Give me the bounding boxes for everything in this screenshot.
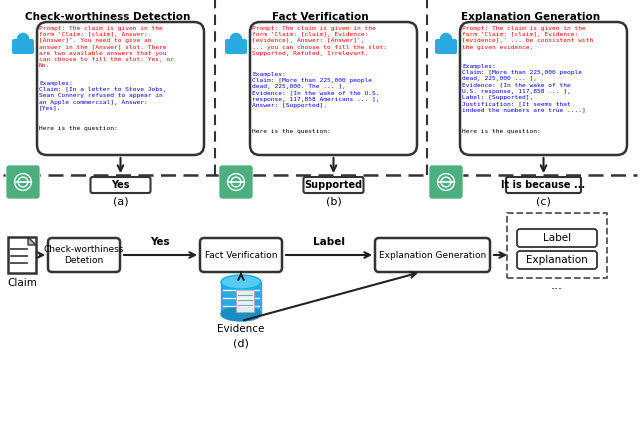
FancyBboxPatch shape	[8, 237, 36, 273]
Text: Explanation Generation: Explanation Generation	[379, 251, 486, 259]
Text: Label: Label	[312, 237, 344, 247]
FancyBboxPatch shape	[219, 165, 253, 199]
FancyBboxPatch shape	[6, 165, 40, 199]
Text: Check-worthiness Detection: Check-worthiness Detection	[25, 12, 190, 22]
FancyBboxPatch shape	[435, 39, 457, 54]
Text: Yes: Yes	[150, 237, 170, 247]
Text: Fact Verification: Fact Verification	[272, 12, 369, 22]
Text: Explanation: Explanation	[526, 255, 588, 265]
Text: Check-worthiness
Detetion: Check-worthiness Detetion	[44, 245, 124, 265]
Text: Explanation Generation: Explanation Generation	[461, 12, 600, 22]
Text: Fact Verification: Fact Verification	[205, 251, 277, 259]
Ellipse shape	[221, 307, 261, 321]
Text: ...: ...	[551, 279, 563, 292]
Text: Prompt: The claim is given in the
form 'Claim: [claim], Evidence:
[evidence], An: Prompt: The claim is given in the form '…	[252, 26, 387, 56]
Text: Label: Label	[543, 233, 571, 243]
Text: Prompt: The claim is given in the
form 'Claim: [claim], Evidence:
[evidence],' .: Prompt: The claim is given in the form '…	[462, 26, 593, 49]
FancyBboxPatch shape	[517, 251, 597, 269]
FancyBboxPatch shape	[303, 177, 364, 193]
Ellipse shape	[221, 275, 261, 289]
FancyBboxPatch shape	[375, 238, 490, 272]
Text: Here is the question:: Here is the question:	[462, 129, 541, 134]
FancyBboxPatch shape	[460, 22, 627, 155]
FancyBboxPatch shape	[225, 39, 247, 54]
Polygon shape	[221, 282, 261, 314]
Text: Here is the question:: Here is the question:	[39, 126, 118, 131]
FancyBboxPatch shape	[37, 22, 204, 155]
FancyBboxPatch shape	[48, 238, 120, 272]
Text: Claim: Claim	[7, 278, 37, 288]
FancyBboxPatch shape	[90, 177, 150, 193]
Text: Prompt: The claim is given in the
form 'Claim: [claim], Answer:
[Answer]'. You n: Prompt: The claim is given in the form '…	[39, 26, 174, 68]
Text: Examples:
Claim: [More than 225,000 people
dead, 225,000 ... ],
Evidence: [In th: Examples: Claim: [More than 225,000 peop…	[462, 64, 586, 112]
Text: (b): (b)	[326, 197, 341, 207]
Text: Examples:
Claim: [In a letter to Steve Jobs,
Sean Connery refused to appear in
a: Examples: Claim: [In a letter to Steve J…	[39, 81, 166, 111]
Text: (c): (c)	[536, 197, 551, 207]
FancyBboxPatch shape	[200, 238, 282, 272]
FancyBboxPatch shape	[250, 22, 417, 155]
FancyBboxPatch shape	[517, 229, 597, 247]
FancyBboxPatch shape	[236, 290, 254, 312]
Text: Examples:
Claim: [More than 225,000 people
dead, 225,000. The ... ],
Evidence: [: Examples: Claim: [More than 225,000 peop…	[252, 72, 380, 108]
FancyBboxPatch shape	[12, 39, 34, 54]
Circle shape	[17, 34, 29, 45]
Text: Evidence: Evidence	[218, 324, 265, 334]
FancyBboxPatch shape	[506, 177, 581, 193]
Text: (d): (d)	[233, 338, 249, 348]
Text: Here is the question:: Here is the question:	[252, 129, 331, 134]
Circle shape	[230, 34, 242, 45]
Polygon shape	[28, 237, 36, 245]
FancyBboxPatch shape	[429, 165, 463, 199]
Circle shape	[440, 34, 452, 45]
Text: Yes: Yes	[111, 180, 130, 190]
Text: Supported: Supported	[305, 180, 363, 190]
Text: It is because ...: It is because ...	[501, 180, 586, 190]
Text: (a): (a)	[113, 197, 128, 207]
